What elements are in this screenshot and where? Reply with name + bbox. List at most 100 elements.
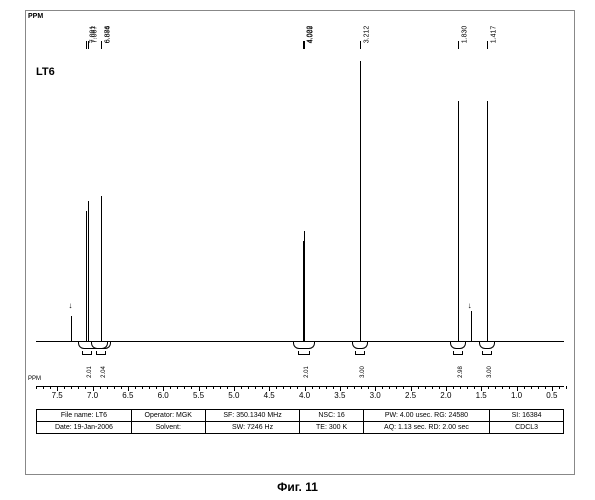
label-connector (101, 41, 102, 49)
peak (458, 101, 459, 341)
integral-bracket (453, 351, 463, 355)
minor-tick (453, 386, 454, 389)
table-cell: PW: 4.00 usec. RG: 24580 (363, 410, 489, 422)
integral-label: 2.98 (458, 366, 464, 378)
minor-tick (283, 386, 284, 389)
minor-tick (297, 386, 298, 389)
table-cell: Solvent: (131, 422, 205, 434)
minor-tick (121, 386, 122, 389)
minor-tick (524, 386, 525, 389)
tick-label: 7.5 (52, 391, 63, 400)
minor-tick (142, 386, 143, 389)
label-connector (88, 41, 89, 49)
minor-tick (439, 386, 440, 389)
peak-dip (450, 341, 466, 349)
table-cell: Date: 19-Jan-2006 (37, 422, 132, 434)
minor-tick (290, 386, 291, 389)
peak (303, 241, 304, 341)
integral-bracket (355, 351, 365, 355)
table-cell: SW: 7246 Hz (205, 422, 300, 434)
label-connector (304, 41, 305, 49)
tick-label: 6.0 (158, 391, 169, 400)
minor-tick (114, 386, 115, 389)
tick-label: 3.0 (370, 391, 381, 400)
minor-tick (418, 386, 419, 389)
minor-tick (43, 386, 44, 389)
peak-dip (479, 341, 495, 349)
peak-dip (293, 341, 315, 349)
peak-label: 4.022 (306, 26, 313, 44)
minor-tick (78, 386, 79, 389)
minor-tick (396, 386, 397, 389)
minor-tick (545, 386, 546, 389)
integral-label: 2.01 (87, 366, 93, 378)
minor-tick (149, 386, 150, 389)
arrow-icon: ↓ (68, 301, 72, 310)
minor-tick (326, 386, 327, 389)
integral-label: 3.00 (360, 366, 366, 378)
minor-tick (213, 386, 214, 389)
integral-bracket (482, 351, 492, 355)
minor-tick (170, 386, 171, 389)
minor-tick (389, 386, 390, 389)
minor-tick (474, 386, 475, 389)
minor-tick (135, 386, 136, 389)
minor-tick (460, 386, 461, 389)
tick-label: 1.5 (476, 391, 487, 400)
label-connector (487, 41, 488, 49)
minor-tick (495, 386, 496, 389)
minor-tick (191, 386, 192, 389)
peak (360, 61, 361, 341)
table-cell: SI: 16384 (490, 410, 564, 422)
minor-tick (107, 386, 108, 389)
minor-tick (64, 386, 65, 389)
small-peak (71, 316, 72, 341)
minor-tick (333, 386, 334, 389)
minor-tick (467, 386, 468, 389)
table-row: File name: LT6Operator: MGKSF: 350.1340 … (37, 410, 564, 422)
tick-label: 2.0 (440, 391, 451, 400)
info-table: File name: LT6Operator: MGKSF: 350.1340 … (36, 409, 564, 434)
tick-label: 5.5 (193, 391, 204, 400)
peak-label: 7.067 (91, 26, 98, 44)
minor-tick (382, 386, 383, 389)
minor-tick (36, 386, 37, 389)
minor-tick (262, 386, 263, 389)
axis-ppm-label: PPM (28, 376, 41, 382)
minor-tick (432, 386, 433, 389)
tick-label: 4.0 (299, 391, 310, 400)
peak (101, 206, 102, 341)
spectrum-container: PPM LT6 7.0917.0676.8866.8744.0094.0223.… (25, 10, 575, 475)
minor-tick (502, 386, 503, 389)
tick-label: 1.0 (511, 391, 522, 400)
tick-label: 4.5 (264, 391, 275, 400)
peak-dip (91, 341, 111, 349)
table-cell: Operator: MGK (131, 410, 205, 422)
minor-tick (276, 386, 277, 389)
minor-tick (531, 386, 532, 389)
tick-label: 3.5 (334, 391, 345, 400)
figure-caption: Фиг. 11 (0, 480, 595, 494)
integral-bracket (82, 351, 92, 355)
minor-tick (255, 386, 256, 389)
minor-tick (312, 386, 313, 389)
minor-tick (184, 386, 185, 389)
minor-tick (559, 386, 560, 389)
minor-tick (85, 386, 86, 389)
tick-label: 7.0 (87, 391, 98, 400)
minor-tick (248, 386, 249, 389)
table-cell: TE: 300 K (300, 422, 363, 434)
table-cell: NSC: 16 (300, 410, 363, 422)
peak (304, 231, 305, 341)
minor-tick (347, 386, 348, 389)
tick-label: 6.5 (122, 391, 133, 400)
table-cell: SF: 350.1340 MHz (205, 410, 300, 422)
minor-tick (538, 386, 539, 389)
minor-tick (227, 386, 228, 389)
minor-tick (354, 386, 355, 389)
peak (88, 201, 89, 341)
tick-label: 5.0 (228, 391, 239, 400)
minor-tick (403, 386, 404, 389)
peak-dip (352, 341, 368, 349)
minor-tick (220, 386, 221, 389)
